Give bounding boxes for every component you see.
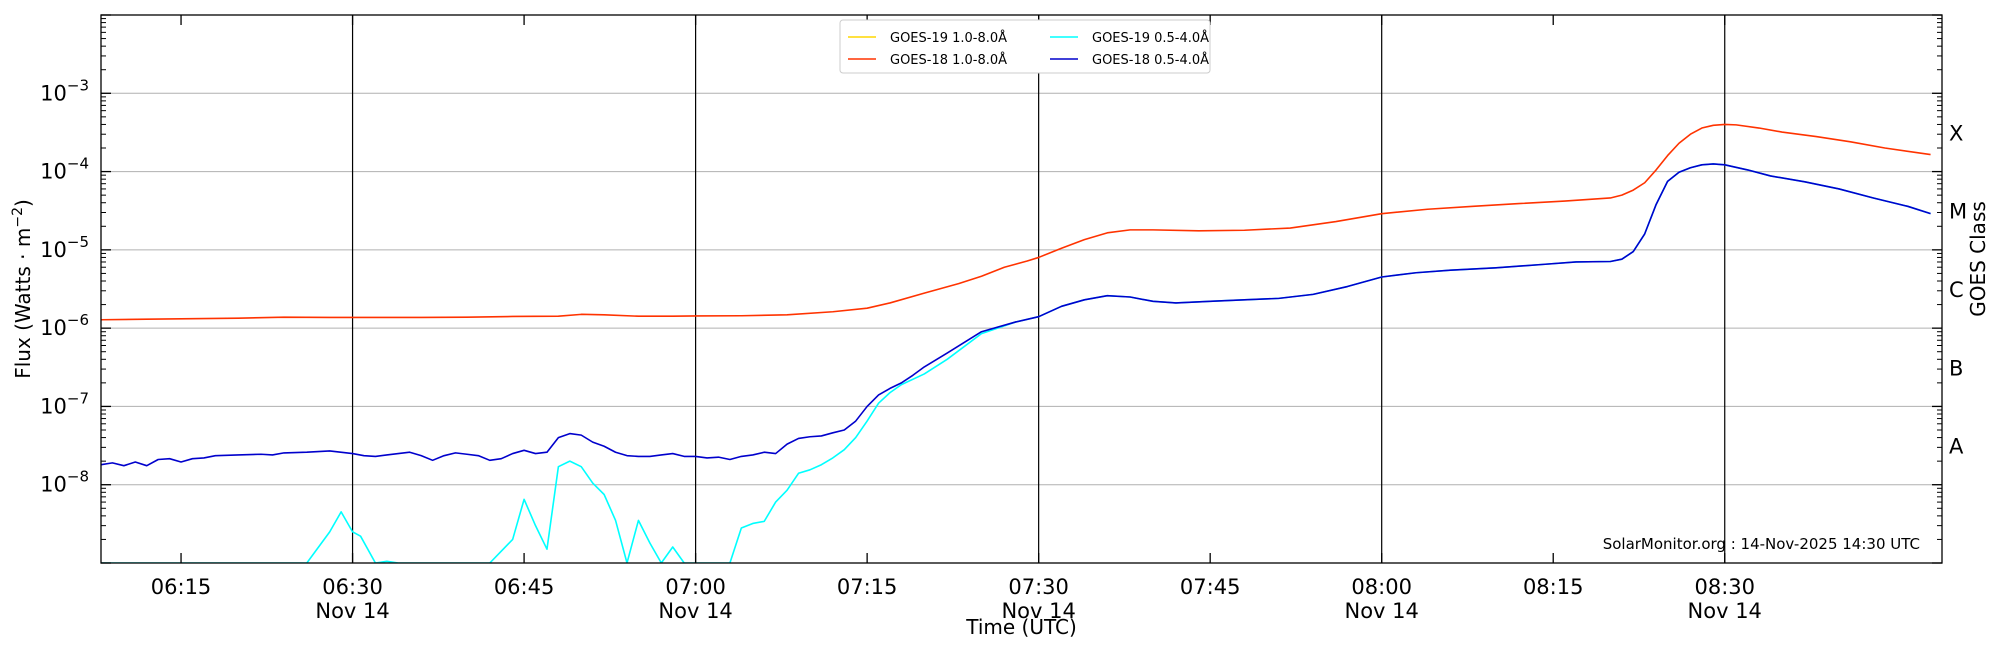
y-tick-label: 10−5 — [40, 233, 89, 262]
y-tick-label: 10−3 — [40, 76, 89, 105]
legend: GOES-19 1.0-8.0Å GOES-18 1.0-8.0Å GOES-19 … — [839, 19, 1211, 74]
x-tick-date: Nov 14 — [1688, 599, 1762, 623]
x-tick-label: 08:00 — [1351, 575, 1412, 599]
plot-frame — [100, 14, 1943, 564]
x-tick-label: 07:45 — [1180, 575, 1241, 599]
x-tick-label: 07:30 — [1008, 575, 1069, 599]
grid-layer — [101, 92, 1942, 486]
x-tick-date: Nov 14 — [1001, 599, 1075, 623]
vertical-time-lines — [351, 15, 1726, 563]
goes-class-axis-title: GOES Class — [1966, 201, 1990, 317]
series-line-1 — [101, 163, 1931, 563]
goes-class-labels: A B C M X — [1949, 121, 1967, 458]
x-axis-title: Time (UTC) — [965, 615, 1077, 639]
y-tick-label: 10−8 — [40, 468, 89, 497]
y-axis-ticks: 10−8 10−7 10−6 10−5 10−4 10−3 — [40, 14, 1942, 564]
goes-class-label: X — [1949, 121, 1963, 145]
x-tick-label: 06:15 — [151, 575, 212, 599]
credit-text: SolarMonitor.org : 14-Nov-2025 14:30 UTC — [1603, 535, 1920, 553]
y-tick-label: 10−6 — [40, 311, 89, 340]
series-layer — [101, 123, 1931, 563]
series-line-3 — [101, 163, 1931, 467]
legend-label: GOES-19 1.0-8.0Å — [890, 30, 1007, 46]
x-tick-date: Nov 14 — [315, 599, 389, 623]
series-line-2 — [101, 123, 1931, 321]
legend-label: GOES-18 1.0-8.0Å — [890, 52, 1007, 68]
goes-class-label: C — [1949, 278, 1964, 302]
x-tick-label: 06:30 — [322, 575, 383, 599]
legend-label: GOES-19 0.5-4.0Å — [1092, 30, 1209, 46]
y-tick-label: 10−7 — [40, 389, 89, 418]
legend-box — [839, 19, 1211, 74]
x-tick-label: 07:15 — [837, 575, 898, 599]
x-tick-label: 07:00 — [665, 575, 726, 599]
y-tick-label: 10−4 — [40, 155, 89, 184]
x-tick-date: Nov 14 — [658, 599, 732, 623]
x-tick-label: 08:30 — [1694, 575, 1755, 599]
goes-class-label: M — [1949, 200, 1967, 224]
x-tick-label: 08:15 — [1523, 575, 1584, 599]
x-tick-date: Nov 14 — [1345, 599, 1419, 623]
goes-class-label: B — [1949, 356, 1963, 380]
y-axis-title: Flux (Watts · m−2) — [10, 199, 35, 379]
x-tick-label: 06:45 — [494, 575, 555, 599]
legend-label: GOES-18 0.5-4.0Å — [1092, 52, 1209, 68]
goes-class-label: A — [1949, 435, 1964, 459]
